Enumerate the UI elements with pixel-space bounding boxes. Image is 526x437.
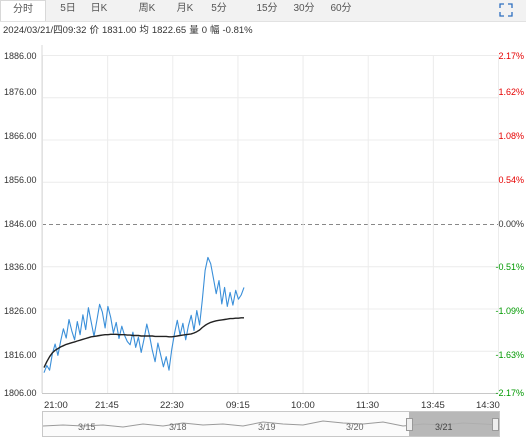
y-pct-label: -1.63%	[495, 350, 524, 360]
x-tick-label: 21:00	[44, 400, 68, 411]
tab-5-min[interactable]: 5分	[211, 3, 227, 14]
x-tick-label: 21:45	[95, 400, 119, 411]
navigator-right-handle[interactable]	[492, 418, 499, 431]
tab-daily-k[interactable]: 日K	[90, 3, 108, 14]
navigator-date: 3/20	[346, 422, 364, 432]
tab-5-day[interactable]: 5日	[60, 3, 76, 14]
navigator-date: 3/21	[435, 422, 453, 432]
chart-grid	[41, 45, 499, 394]
x-tick-label: 09:15	[226, 400, 250, 411]
tab-60-min[interactable]: 60分	[330, 3, 352, 14]
x-tick-label: 13:45	[421, 400, 445, 411]
y-tick-label: 1836.00	[4, 262, 37, 272]
period-tab-bar: 分时 5日 日K 周K 月K 5分 15分 30分 60分	[0, 0, 526, 22]
y-pct-label: -2.17%	[495, 388, 524, 398]
navigator-date: 3/15	[78, 422, 96, 432]
average-price-line	[43, 317, 244, 368]
tab-15-min[interactable]: 15分	[256, 3, 278, 14]
volume-label: 量	[189, 25, 199, 36]
x-tick-label: 11:30	[356, 400, 380, 411]
x-tick-label: 10:00	[291, 400, 315, 411]
navigator-selected-range[interactable]	[409, 412, 499, 436]
y-pct-label: 0.54%	[498, 175, 524, 185]
y-tick-label: 1826.00	[4, 306, 37, 316]
tab-30-min[interactable]: 30分	[293, 3, 315, 14]
quote-datetime: 2024/03/21/四09:32	[3, 25, 87, 36]
y-pct-label: 1.08%	[498, 131, 524, 141]
tab-intraday[interactable]: 分时	[0, 0, 46, 21]
quote-change: -0.81%	[222, 25, 253, 36]
avg-label: 均	[139, 25, 149, 36]
price-label: 价	[89, 25, 99, 36]
price-line	[43, 256, 245, 373]
y-pct-label: -0.51%	[495, 262, 524, 272]
y-tick-label: 1886.00	[4, 51, 37, 61]
quote-volume: 0	[201, 25, 207, 36]
change-label: 幅	[210, 25, 220, 36]
y-tick-label: 1856.00	[4, 175, 37, 185]
navigator-left-handle[interactable]	[406, 418, 413, 431]
chart-lines	[43, 256, 245, 373]
y-tick-label: 1806.00	[4, 388, 37, 398]
x-tick-label: 22:30	[160, 400, 184, 411]
y-pct-label: 1.62%	[498, 87, 524, 97]
tab-monthly-k[interactable]: 月K	[176, 3, 194, 14]
quote-avg-price: 1822.65	[151, 25, 187, 36]
range-navigator[interactable]: 3/15 3/18 3/19 3/20 3/21	[42, 411, 500, 437]
x-tick-label: 14:30	[476, 400, 500, 411]
expand-icon[interactable]	[499, 3, 513, 17]
quote-info-bar: 2024/03/21/四09:32 价 1831.00 均 1822.65 量 0 幅 -0.8…	[3, 24, 256, 38]
y-pct-label: 2.17%	[498, 51, 524, 61]
y-pct-label: 0.00%	[498, 219, 524, 229]
y-tick-label: 1846.00	[4, 219, 37, 229]
y-tick-label: 1816.00	[4, 350, 37, 360]
navigator-date: 3/19	[258, 422, 276, 432]
quote-price: 1831.00	[101, 25, 137, 36]
y-pct-label: -1.09%	[495, 306, 524, 316]
y-tick-label: 1866.00	[4, 131, 37, 141]
navigator-date: 3/18	[169, 422, 187, 432]
tab-weekly-k[interactable]: 周K	[138, 3, 156, 14]
y-tick-label: 1876.00	[4, 87, 37, 97]
